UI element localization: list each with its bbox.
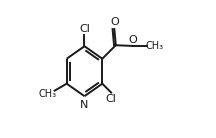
Text: Cl: Cl: [106, 94, 117, 104]
Text: Cl: Cl: [79, 24, 90, 34]
Text: O: O: [111, 17, 119, 27]
Text: N: N: [80, 100, 89, 110]
Text: O: O: [129, 35, 137, 45]
Text: CH₃: CH₃: [38, 89, 57, 99]
Text: CH₃: CH₃: [146, 41, 164, 51]
